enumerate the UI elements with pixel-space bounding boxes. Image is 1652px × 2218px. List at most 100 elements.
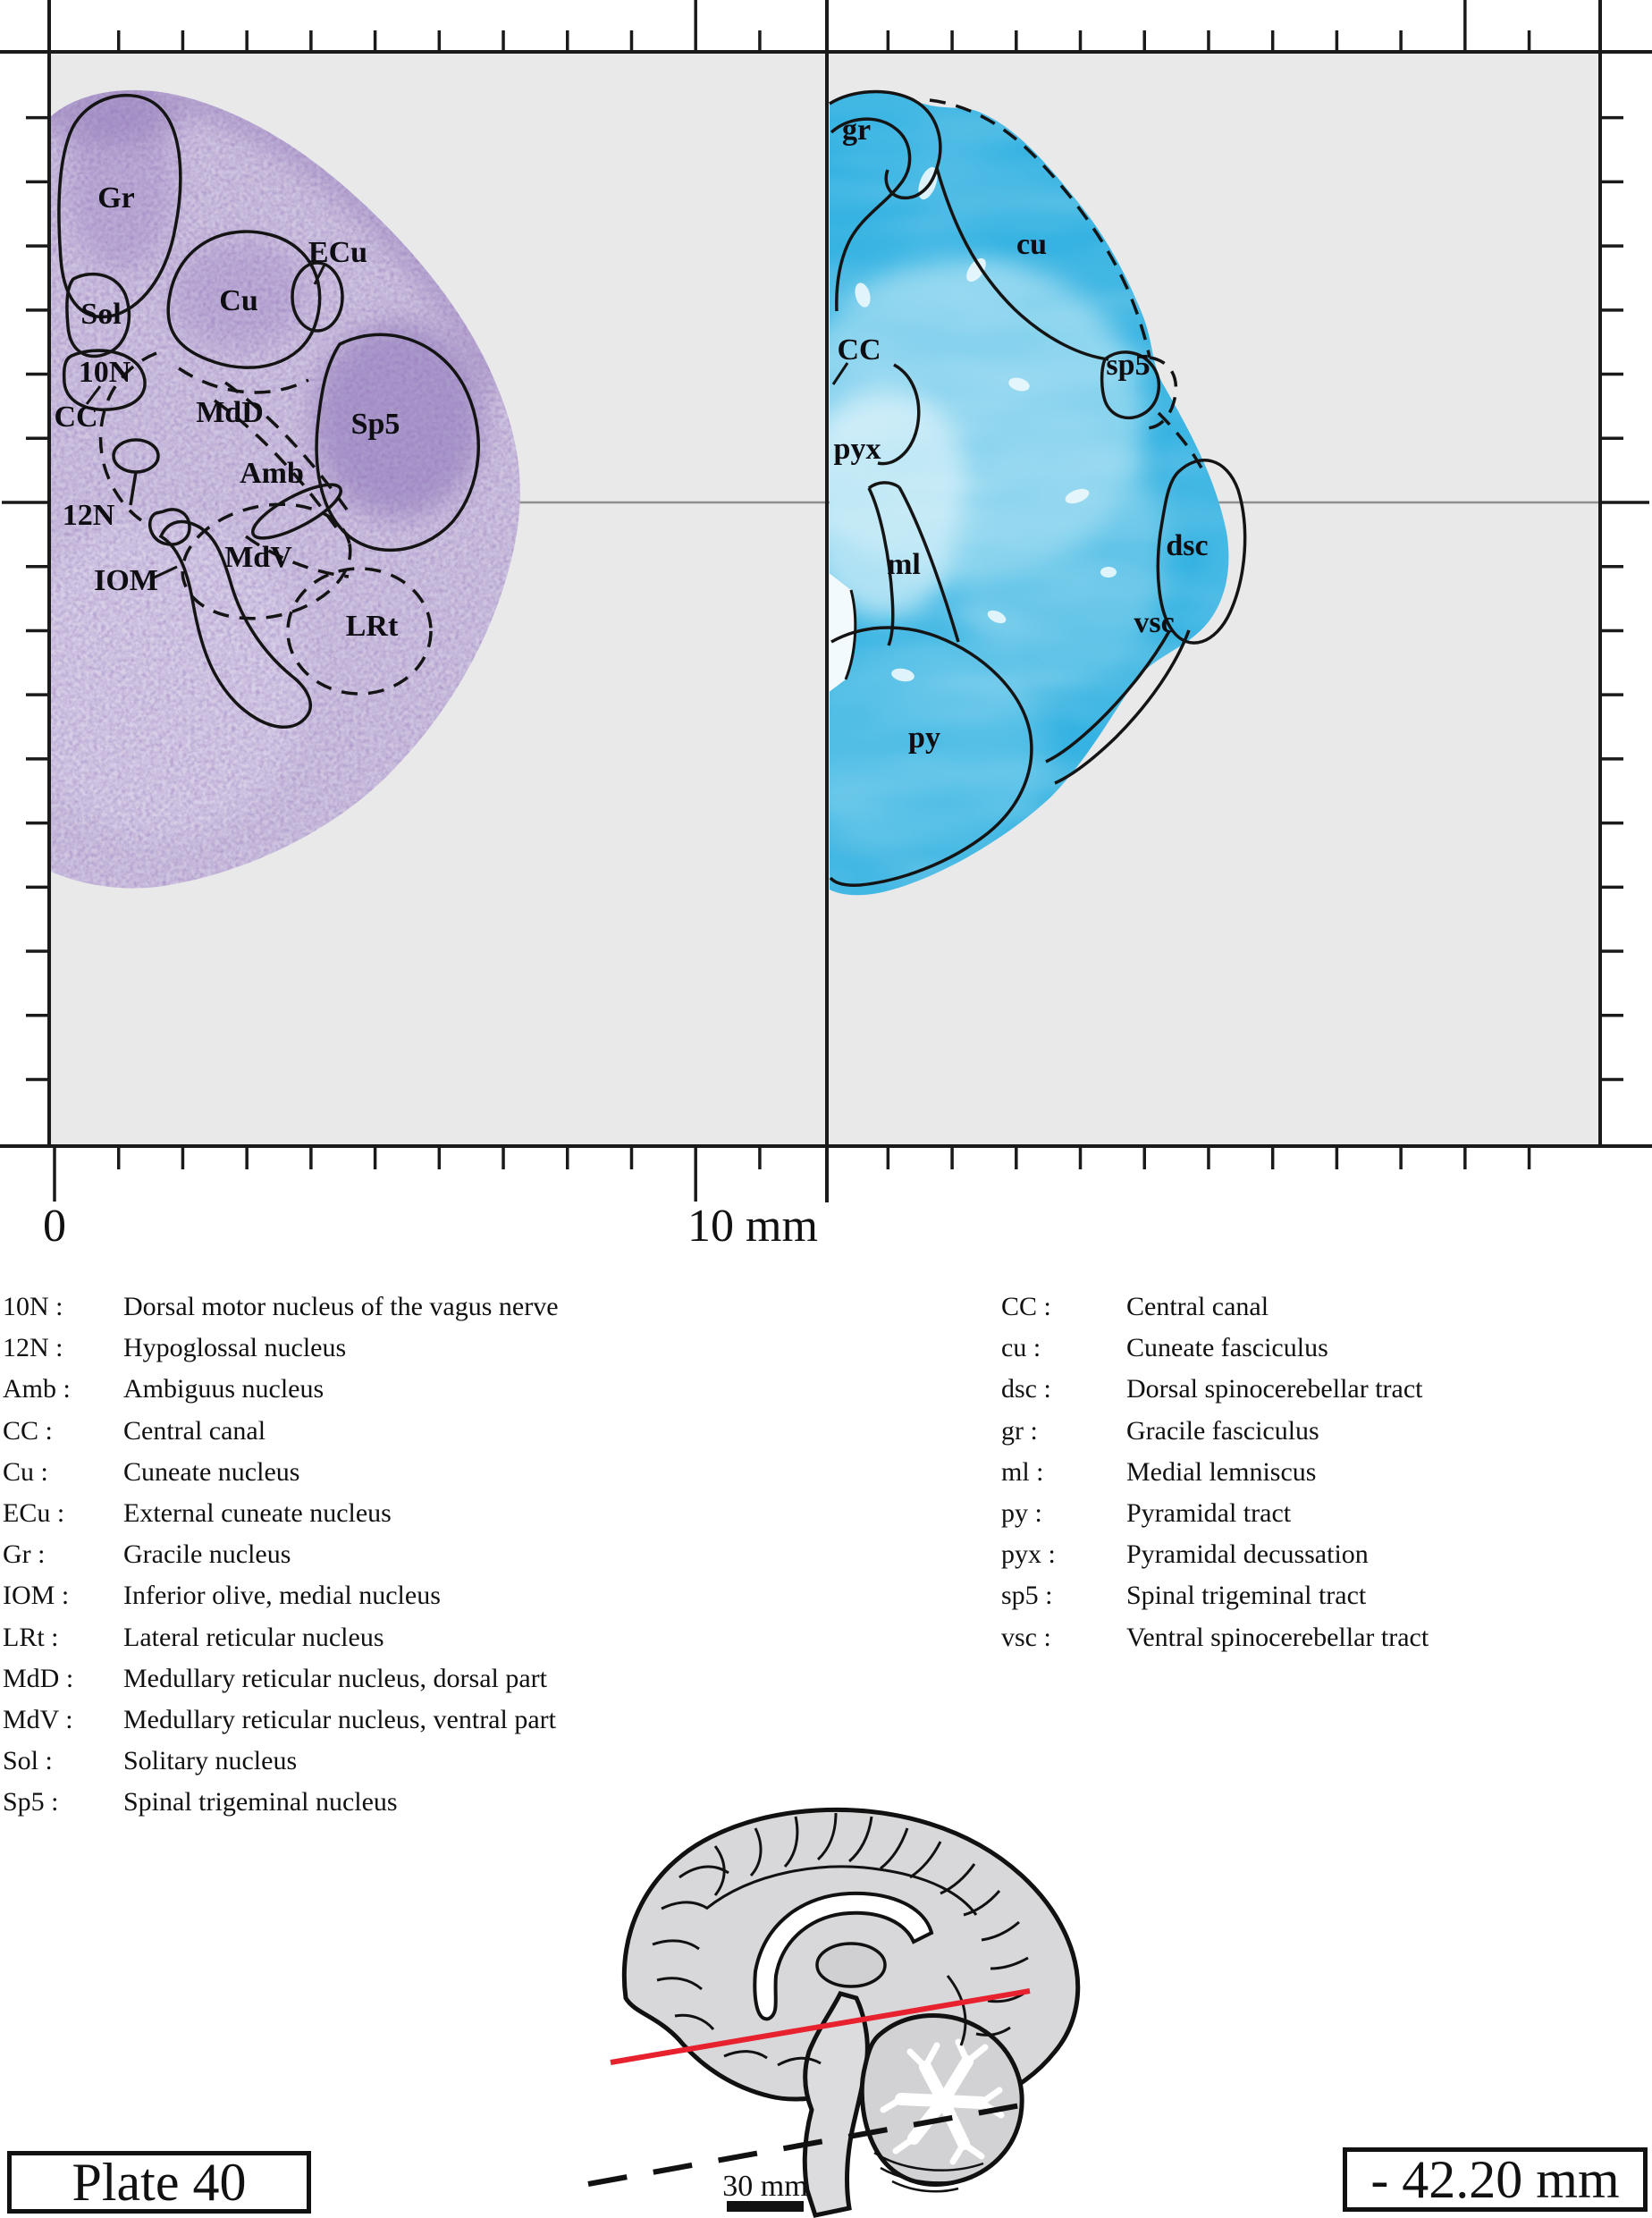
legend-abbr: Gr :	[3, 1539, 46, 1570]
legend-row: Cu : Cuneate nucleus	[3, 1456, 299, 1487]
legend-abbr: dsc :	[1001, 1374, 1051, 1404]
legend-description: Cuneate nucleus	[123, 1456, 300, 1487]
legend-description: Ventral spinocerebellar tract	[1126, 1622, 1429, 1652]
region-label-Amb: Amb	[240, 457, 304, 490]
coordinate-value: - 42.20 mm	[1370, 2150, 1620, 2209]
legend-abbr: py :	[1001, 1498, 1042, 1528]
corpus-callosum	[753, 1891, 934, 2021]
legend-description: Solitary nucleus	[123, 1746, 298, 1776]
legend-row: IOM : Inferior olive, medial nucleus	[3, 1581, 441, 1611]
legend-description: Dorsal spinocerebellar tract	[1126, 1374, 1423, 1404]
region-label-dsc: dsc	[1166, 529, 1209, 562]
legend-row: py : Pyramidal tract	[1001, 1498, 1291, 1528]
legend-description: Medullary reticular nucleus, dorsal part	[123, 1663, 547, 1693]
legend-description: Medial lemniscus	[1126, 1456, 1317, 1487]
legend-description: Dorsal motor nucleus of the vagus nerve	[123, 1292, 559, 1321]
region-label-ml: ml	[887, 548, 921, 581]
sulci	[652, 1812, 1029, 2067]
nissl-outlines	[57, 93, 480, 729]
legend-row: sp5 : Spinal trigeminal tract	[1001, 1581, 1366, 1611]
inset-scale-label: 30 mm	[722, 2170, 808, 2203]
legend-abbr: Cu :	[3, 1456, 48, 1487]
legend-abbr: CC :	[1001, 1292, 1051, 1321]
region-label-MdV: MdV	[224, 541, 292, 574]
legend-row: pyx : Pyramidal decussation	[1001, 1539, 1369, 1570]
region-label-Cu: Cu	[219, 284, 258, 317]
section-plane-line	[610, 1988, 1031, 2065]
legend-description: Spinal trigeminal nucleus	[123, 1787, 398, 1817]
leader-line	[149, 565, 178, 581]
region-label-cu: cu	[1016, 228, 1047, 261]
legend-row: CC : Central canal	[3, 1417, 266, 1445]
legend-abbr: IOM :	[3, 1581, 70, 1611]
legend-abbr: ml :	[1001, 1456, 1044, 1487]
frame	[0, 0, 1652, 1202]
region-label-10N: 10N	[78, 356, 131, 389]
legend-row: MdD : Medullary reticular nucleus, dorsal…	[3, 1663, 547, 1693]
ruler-ticks	[2, 0, 1649, 1202]
nissl-dashed-outlines	[98, 351, 433, 696]
region-label-CC: CC	[54, 401, 98, 434]
region-label-12N: 12N	[62, 499, 115, 532]
region-label-IOM: IOM	[94, 564, 158, 597]
region-label-CC: CC	[837, 333, 881, 367]
legend-abbr: MdV :	[3, 1705, 73, 1734]
legend-description: Hypoglossal nucleus	[123, 1333, 347, 1363]
legend-description: Gracile nucleus	[123, 1539, 291, 1570]
legend-row: dsc : Dorsal spinocerebellar tract	[1001, 1374, 1423, 1404]
region-label-pyx: pyx	[833, 433, 881, 466]
legend-row: vsc : Ventral spinocerebellar tract	[1001, 1622, 1429, 1652]
legend-row: Sol : Solitary nucleus	[3, 1748, 297, 1775]
legend-description: Lateral reticular nucleus	[123, 1622, 384, 1652]
legend-abbr: LRt :	[3, 1622, 59, 1652]
legend-row: Gr : Gracile nucleus	[3, 1539, 291, 1570]
legend-description: Cuneate fasciculus	[1126, 1333, 1328, 1363]
arbor-vitae	[880, 2038, 1005, 2165]
axis-origin-label: 0	[43, 1201, 66, 1252]
legend-abbr: gr :	[1001, 1415, 1038, 1446]
coordinate-box: - 42.20 mm	[1343, 2147, 1648, 2212]
legend-description: Gracile fasciculus	[1126, 1415, 1319, 1446]
legend-description: Pyramidal decussation	[1126, 1539, 1369, 1570]
plate-number: Plate 40	[72, 2153, 247, 2212]
legend-abbr: sp5 :	[1001, 1581, 1053, 1611]
legend-description: Central canal	[123, 1415, 266, 1446]
legend-row: 10N : Dorsal motor nucleus of the vagus n…	[3, 1294, 559, 1320]
legend-abbr: vsc :	[1001, 1622, 1051, 1652]
legend-abbr: 12N :	[3, 1333, 63, 1363]
myelin-outlines	[829, 89, 1247, 887]
legend-row: 12N : Hypoglossal nucleus	[3, 1333, 346, 1363]
legend-row: cu : Cuneate fasciculus	[1001, 1333, 1328, 1363]
region-label-sp5: sp5	[1106, 349, 1150, 382]
region-label-LRt: LRt	[345, 610, 399, 643]
legend-description: Spinal trigeminal tract	[1126, 1581, 1367, 1611]
leader-line	[313, 264, 326, 285]
legend-abbr: cu :	[1001, 1333, 1041, 1363]
region-label-ECu: ECu	[308, 236, 368, 269]
legend-row: LRt : Lateral reticular nucleus	[3, 1622, 384, 1652]
legend-abbr: Sp5 :	[3, 1787, 59, 1817]
legend-abbr: Amb :	[3, 1374, 71, 1404]
legend-row: Sp5 : Spinal trigeminal nucleus	[3, 1787, 398, 1817]
legend-row: Amb : Ambiguus nucleus	[3, 1374, 324, 1404]
legend-row: MdV : Medullary reticular nucleus, ventra…	[3, 1705, 556, 1734]
legend-description: External cuneate nucleus	[123, 1498, 392, 1528]
folia-lines	[873, 2151, 984, 2193]
region-label-py: py	[908, 721, 940, 755]
legend-abbr: MdD :	[3, 1663, 74, 1693]
axis-ten-mm-label: 10 mm	[687, 1201, 818, 1252]
leader-line	[831, 362, 849, 385]
legend-row: CC : Central canal	[1001, 1292, 1268, 1321]
thalamus	[815, 1942, 887, 1988]
plate-number-box: Plate 40	[7, 2151, 311, 2214]
region-label-Gr: Gr	[97, 181, 135, 215]
legend-description: Ambiguus nucleus	[123, 1374, 324, 1404]
legend-abbr: ECu :	[3, 1498, 65, 1528]
region-label-MdD: MdD	[196, 396, 264, 429]
legend-row: ml : Medial lemniscus	[1001, 1456, 1316, 1487]
region-label-gr: gr	[841, 114, 872, 147]
legend-abbr: pyx :	[1001, 1539, 1056, 1570]
region-label-Sp5: Sp5	[350, 408, 400, 441]
